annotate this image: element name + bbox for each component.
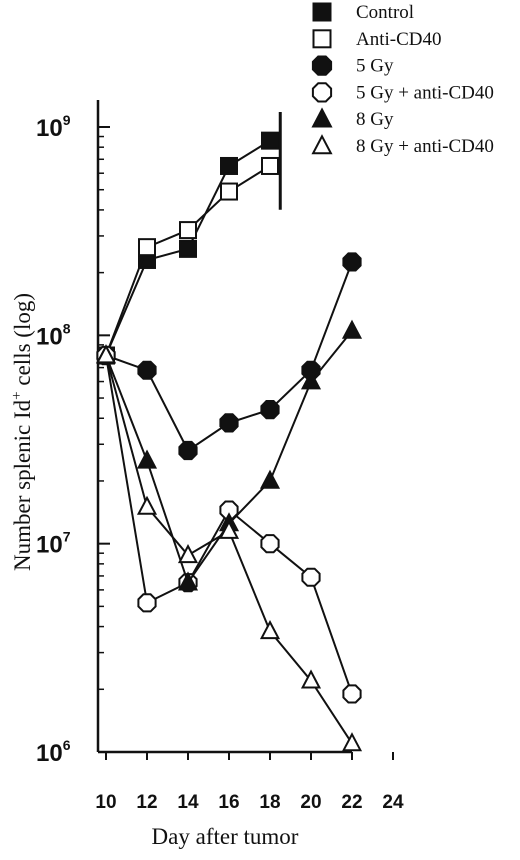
legend-item: 8 Gy + anti-CD40 [311, 134, 494, 157]
data-point [342, 252, 362, 272]
axes: 106 107 108 109 10 12 14 16 18 20 22 24 [36, 100, 404, 813]
x-tick-label: 22 [341, 792, 362, 813]
series-anti-cd40 [97, 156, 279, 365]
series-layer [95, 112, 363, 752]
data-point [137, 360, 157, 380]
data-point [137, 593, 157, 613]
legend-label: 5 Gy [356, 56, 394, 77]
legend-item: 5 Gy [311, 55, 394, 77]
data-point [179, 221, 197, 240]
data-point [179, 239, 197, 258]
data-point [136, 495, 158, 515]
data-point [95, 344, 117, 364]
legend-label: 8 Gy + anti-CD40 [356, 136, 494, 157]
series-8-gy-anti-cd40 [95, 344, 363, 752]
legend-item: 8 Gy [311, 107, 394, 130]
legend-marker [311, 55, 333, 76]
y-tick-label: 108 [36, 320, 71, 350]
legend-marker [311, 82, 333, 103]
legend-item: Anti-CD40 [312, 29, 442, 50]
data-point [220, 156, 238, 175]
legend-label: Anti-CD40 [356, 29, 442, 50]
data-point [342, 684, 362, 704]
data-point [259, 619, 281, 640]
series-control [97, 131, 279, 365]
data-point [259, 469, 281, 489]
data-point [177, 571, 199, 591]
y-axis-title: Number splenic Id+ cells (log) [9, 293, 35, 571]
x-tick-label: 10 [95, 792, 116, 813]
data-point [260, 400, 280, 420]
legend-marker [312, 29, 332, 49]
legend: Control Anti-CD40 5 Gy 5 Gy + anti-CD40 8 Gy… [311, 2, 494, 157]
series-8-gy [95, 319, 363, 591]
y-tick-label: 106 [36, 737, 71, 767]
data-point [177, 543, 199, 564]
legend-item: 5 Gy + anti-CD40 [311, 82, 494, 103]
data-point [138, 238, 156, 257]
legend-item: Control [312, 2, 414, 23]
legend-marker [312, 2, 332, 22]
legend-label: 5 Gy + anti-CD40 [356, 82, 494, 103]
data-point [218, 519, 240, 539]
data-point [261, 156, 279, 175]
data-point [341, 319, 363, 339]
legend-label: 8 Gy [356, 109, 394, 130]
x-tick-label: 18 [259, 792, 280, 813]
data-point [178, 440, 198, 461]
x-axis-title: Day after tumor [152, 824, 299, 849]
data-point [219, 413, 239, 433]
x-tick-label: 14 [177, 792, 199, 813]
x-tick-label: 16 [218, 792, 239, 813]
data-point [301, 567, 321, 587]
data-point [341, 732, 363, 752]
data-point [136, 449, 158, 469]
data-point [260, 534, 280, 554]
x-tick-label: 24 [382, 792, 404, 813]
legend-marker [311, 134, 333, 155]
y-tick-label: 107 [36, 529, 71, 559]
data-point [220, 182, 238, 201]
legend-label: Control [356, 2, 414, 23]
data-point [261, 131, 279, 150]
legend-marker [311, 107, 333, 128]
data-point [300, 669, 322, 689]
x-tick-label: 20 [300, 792, 321, 813]
y-tick-label: 109 [36, 112, 71, 142]
series-line [105, 165, 271, 356]
data-point [300, 370, 322, 390]
x-tick-label: 12 [136, 792, 157, 813]
